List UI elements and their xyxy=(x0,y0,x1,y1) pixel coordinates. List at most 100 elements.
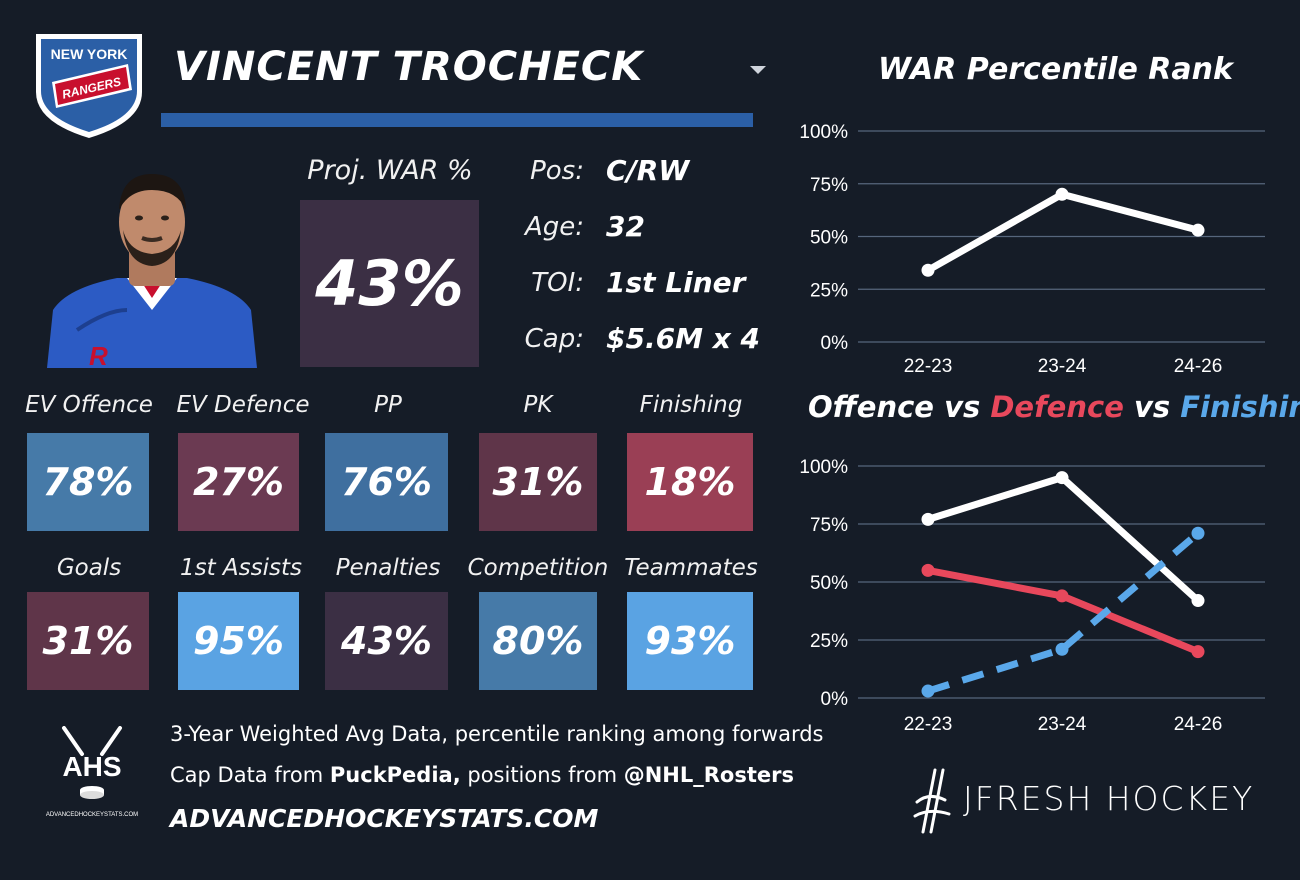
stat-value: 27% xyxy=(193,460,284,504)
svg-text:ADVANCEDHOCKEYSTATS.COM: ADVANCEDHOCKEYSTATS.COM xyxy=(46,812,138,818)
stat-value: 95% xyxy=(193,619,284,663)
data-point xyxy=(1055,589,1069,603)
stat-label-teammates: Teammates xyxy=(624,555,758,581)
proj-war-value: 43% xyxy=(315,247,464,320)
bio-row-age: Age: 32 xyxy=(500,210,780,262)
footer-url-link[interactable]: ADVANCEDHOCKEYSTATS.COM xyxy=(170,804,599,833)
stat-tile-pk: 31% xyxy=(479,433,597,531)
stat-value: 31% xyxy=(492,460,584,504)
x-tick-label: 22-23 xyxy=(904,356,953,377)
footer-source-puckpedia: PuckPedia, xyxy=(329,763,461,787)
chart-war-title: WAR Percentile Rank xyxy=(878,52,1233,87)
title-vs-1: vs xyxy=(933,390,991,424)
stat-tile-pp: 76% xyxy=(325,433,448,531)
name-underline xyxy=(161,113,753,127)
title-finishing: Finishing xyxy=(1180,390,1300,424)
data-point xyxy=(1055,471,1069,485)
data-point xyxy=(921,263,935,277)
footer-sources: Cap Data from PuckPedia, positions from … xyxy=(170,763,794,787)
bio-row-toi: TOI: 1st Liner xyxy=(500,266,780,318)
proj-war-label: Proj. WAR % xyxy=(307,155,473,186)
chart-breakdown-title: Offence vs Defence vs Finishing xyxy=(808,390,1300,424)
bio-label: TOI: xyxy=(531,268,584,298)
stat-label-ev-offence: EV Offence xyxy=(25,392,153,418)
player-photo: R xyxy=(47,160,257,371)
stat-tile-ev-offence: 78% xyxy=(27,433,149,531)
stat-value: 31% xyxy=(42,619,134,663)
stat-value: 76% xyxy=(341,460,432,504)
jfresh-hockey-logo: JFRESH HOCKEY xyxy=(905,766,1285,836)
player-select-chevron-down-icon[interactable] xyxy=(750,66,766,74)
stat-grid: EV Offence 78% EV Defence 27% PP 76% PK … xyxy=(0,0,758,690)
stat-tile-ev-defence: 27% xyxy=(178,433,299,531)
svg-text:NEW YORK: NEW YORK xyxy=(51,46,128,62)
bio-value: C/RW xyxy=(606,154,690,187)
chart-war-percentile: 0% 25% 50% 75% 100% 22-23 23-24 24-26 xyxy=(799,122,1265,377)
data-point xyxy=(1191,223,1205,237)
data-point xyxy=(921,684,935,698)
stat-value: 18% xyxy=(644,460,736,504)
y-tick-label: 25% xyxy=(810,631,848,652)
data-point xyxy=(1191,645,1205,659)
y-tick-label: 0% xyxy=(821,689,849,710)
chart-offence-defence-finishing: 0% 25% 50% 75% 100% 22-23 23-24 24-26 xyxy=(799,457,1265,735)
svg-text:R: R xyxy=(89,341,108,368)
y-tick-label: 0% xyxy=(821,333,849,354)
bio-label: Cap: xyxy=(524,324,584,354)
stat-value: 78% xyxy=(42,460,134,504)
data-point xyxy=(921,512,935,526)
bio-label: Pos: xyxy=(530,156,584,186)
y-tick-label: 100% xyxy=(799,122,848,143)
stat-label-pk: PK xyxy=(523,392,553,418)
footer-methodology-note: 3-Year Weighted Avg Data, percentile ran… xyxy=(170,722,824,746)
stat-label-penalties: Penalties xyxy=(335,555,441,581)
footer-sources-prefix: Cap Data from xyxy=(170,763,330,787)
stat-tile-1st-assists: 95% xyxy=(178,592,299,690)
y-tick-label: 25% xyxy=(810,280,848,301)
bio-value: 32 xyxy=(606,210,645,243)
svg-text:AHS: AHS xyxy=(62,751,121,782)
x-tick-label: 23-24 xyxy=(1038,356,1087,377)
stat-label-finishing: Finishing xyxy=(639,392,743,418)
title-defence: Defence xyxy=(990,390,1124,424)
stat-label-competition: Competition xyxy=(467,555,609,581)
stat-label-pp: PP xyxy=(374,392,402,418)
data-point xyxy=(1191,526,1205,540)
bio-label: Age: xyxy=(524,212,584,242)
bio-value: $5.6M x 4 xyxy=(606,322,760,355)
ahs-logo: AHS ADVANCEDHOCKEYSTATS.COM xyxy=(42,726,142,821)
footer-sources-middle: positions from xyxy=(460,763,624,787)
stat-tile-goals: 31% xyxy=(27,592,149,690)
y-tick-label: 50% xyxy=(810,228,848,249)
stat-value: 80% xyxy=(492,619,584,663)
series-line xyxy=(926,530,1201,695)
stat-tile-finishing: 18% xyxy=(627,433,753,531)
stat-label-goals: Goals xyxy=(56,555,122,581)
y-tick-label: 100% xyxy=(799,457,848,478)
data-point xyxy=(1055,642,1069,656)
bio-row-cap: Cap: $5.6M x 4 xyxy=(500,322,780,374)
series-line xyxy=(924,190,1202,274)
x-tick-label: 24-26 xyxy=(1174,356,1223,377)
stat-tile-teammates: 93% xyxy=(627,592,753,690)
bio-row-position: Pos: C/RW xyxy=(500,154,780,206)
stat-label-ev-defence: EV Defence xyxy=(176,392,310,418)
footer-source-nhl-rosters: @NHL_Rosters xyxy=(623,763,794,787)
player-name: VINCENT TROCHECK xyxy=(174,44,644,90)
stat-value: 93% xyxy=(644,619,736,663)
title-offence: Offence xyxy=(808,390,934,424)
bio-value: 1st Liner xyxy=(606,266,746,299)
y-tick-label: 50% xyxy=(810,573,848,594)
title-vs-2: vs xyxy=(1123,390,1181,424)
x-tick-label: 23-24 xyxy=(1038,714,1087,735)
data-point xyxy=(1055,187,1069,201)
stat-value: 43% xyxy=(341,619,432,663)
stat-label-1st-assists: 1st Assists xyxy=(179,555,303,581)
data-point xyxy=(1191,594,1205,608)
x-tick-label: 22-23 xyxy=(904,714,953,735)
data-point xyxy=(921,563,935,577)
jfresh-hockey-wordmark: JFRESH HOCKEY xyxy=(963,779,1255,818)
stat-tile-competition: 80% xyxy=(479,592,597,690)
stat-tile-penalties: 43% xyxy=(325,592,448,690)
y-tick-label: 75% xyxy=(810,175,848,196)
